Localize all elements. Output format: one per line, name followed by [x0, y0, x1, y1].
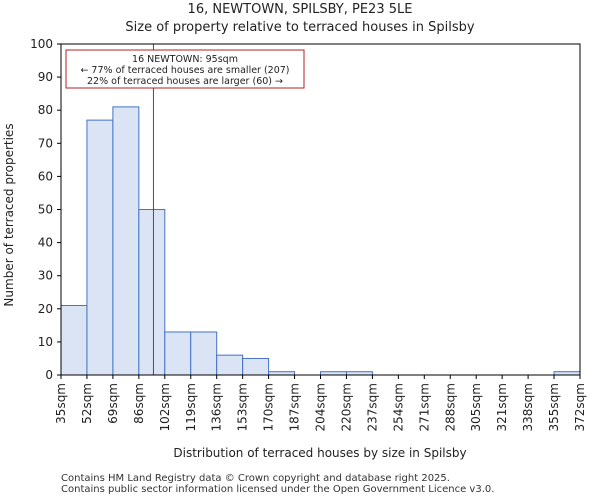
y-axis-label: Number of terraced properties: [2, 123, 16, 306]
annotation-line-2: ← 77% of terraced houses are smaller (20…: [80, 65, 289, 76]
annotation-line-3: 22% of terraced houses are larger (60) →: [87, 76, 283, 87]
x-tick-label: 271sqm: [417, 383, 431, 431]
y-tick-label: 90: [38, 70, 53, 84]
x-tick-label: 119sqm: [184, 383, 198, 431]
y-tick-label: 60: [38, 169, 53, 183]
x-tick-label: 321sqm: [495, 383, 509, 431]
y-tick-label: 20: [38, 302, 53, 316]
x-tick-label: 372sqm: [573, 383, 587, 431]
y-tick-label: 80: [38, 103, 53, 117]
histogram-bar: [164, 331, 192, 376]
annotation-box: [65, 49, 305, 89]
x-tick-label: 220sqm: [339, 383, 353, 431]
x-tick-label: 69sqm: [106, 383, 120, 424]
histogram-bar: [60, 304, 88, 376]
chart-title: 16, NEWTOWN, SPILSBY, PE23 5LE: [187, 2, 413, 17]
histogram-bar: [138, 209, 166, 376]
x-axis-label: Distribution of terraced houses by size …: [173, 446, 466, 460]
annotation-line-1: 16 NEWTOWN: 95sqm: [132, 54, 238, 65]
y-tick-label: 70: [38, 136, 53, 150]
histogram-bar: [112, 106, 140, 376]
x-tick-label: 204sqm: [314, 383, 328, 431]
x-tick-label: 136sqm: [210, 383, 224, 431]
x-tick-label: 254sqm: [391, 383, 405, 431]
x-tick-label: 35sqm: [54, 383, 68, 424]
y-tick-label: 50: [38, 203, 53, 217]
x-tick-label: 237sqm: [365, 383, 379, 431]
footer-line-2: Contains public sector information licen…: [61, 484, 495, 495]
histogram-bar: [86, 119, 114, 376]
x-tick-label: 305sqm: [469, 383, 483, 431]
histogram-bar: [242, 357, 270, 376]
x-tick-label: 153sqm: [236, 383, 250, 431]
x-tick-label: 52sqm: [80, 383, 94, 424]
chart-subtitle: Size of property relative to terraced ho…: [125, 20, 475, 35]
x-tick-label: 86sqm: [132, 383, 146, 424]
y-tick-label: 100: [30, 37, 53, 51]
y-tick-label: 40: [38, 236, 53, 250]
footer-line-1: Contains HM Land Registry data © Crown c…: [61, 473, 450, 484]
histogram-bar: [190, 331, 218, 376]
x-tick-label: 187sqm: [288, 383, 302, 431]
x-tick-label: 170sqm: [262, 383, 276, 431]
x-tick-label: 102sqm: [158, 383, 172, 431]
y-tick-label: 30: [38, 269, 53, 283]
x-tick-label: 355sqm: [547, 383, 561, 431]
x-tick-label: 338sqm: [521, 383, 535, 431]
y-tick-label: 10: [38, 335, 53, 349]
histogram-bar: [216, 354, 244, 376]
y-tick-label: 0: [45, 368, 53, 382]
x-tick-label: 288sqm: [443, 383, 457, 431]
